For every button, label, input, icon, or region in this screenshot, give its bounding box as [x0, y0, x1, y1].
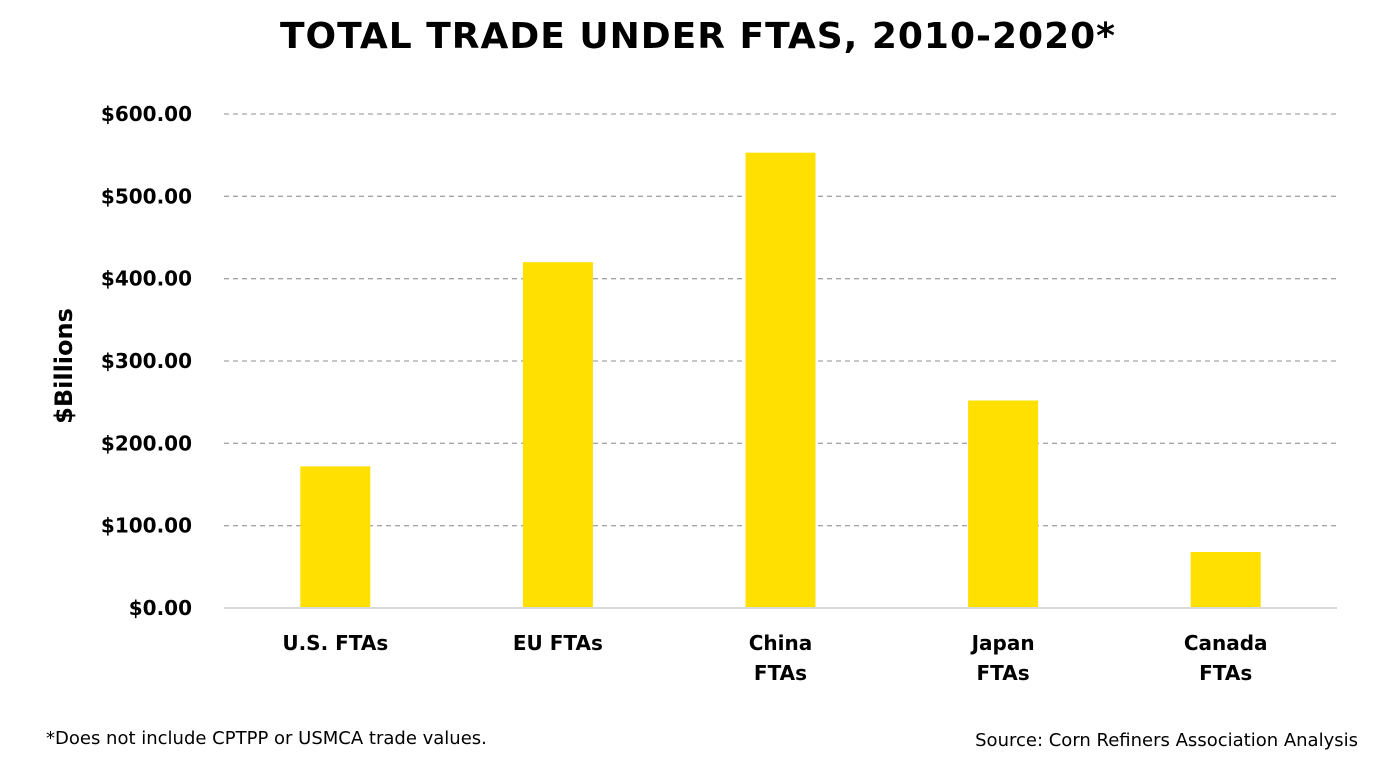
y-tick-label: $400.00: [101, 267, 192, 291]
x-tick-label: Japan FTAs: [970, 631, 1035, 685]
y-axis-label: $Billions: [50, 308, 78, 424]
chart-title: TOTAL TRADE UNDER FTAS, 2010-2020*: [279, 16, 1116, 57]
y-tick-labels: $0.00 $100.00 $200.00 $300.00 $400.00 $500.00…: [101, 102, 192, 620]
y-tick-label: $300.00: [101, 349, 192, 373]
bar: [1190, 552, 1261, 608]
bar: [300, 466, 371, 608]
y-tick-label: $200.00: [101, 431, 192, 455]
footnote: *Does not include CPTPP or USMCA trade v…: [46, 728, 487, 749]
x-tick-labels: U.S. FTAs EU FTAs China FTAs Japan FTAs Canada…: [282, 631, 1267, 685]
y-tick-label: $100.00: [101, 514, 192, 538]
y-tick-label: $600.00: [101, 102, 192, 126]
bars: [300, 152, 1261, 609]
x-tick-label: EU FTAs: [513, 631, 603, 655]
y-tick-label: $500.00: [101, 184, 192, 208]
gridlines: [224, 113, 1337, 527]
x-tick-label: China FTAs: [749, 631, 813, 685]
y-tick-label: $0.00: [129, 596, 192, 620]
source-note: Source: Corn Refiners Association Analys…: [975, 730, 1358, 751]
x-tick-label: U.S. FTAs: [282, 631, 388, 655]
bar: [968, 400, 1039, 608]
bar: [745, 152, 816, 609]
x-tick-label: Canada FTAs: [1184, 631, 1268, 685]
bar: [522, 262, 593, 608]
